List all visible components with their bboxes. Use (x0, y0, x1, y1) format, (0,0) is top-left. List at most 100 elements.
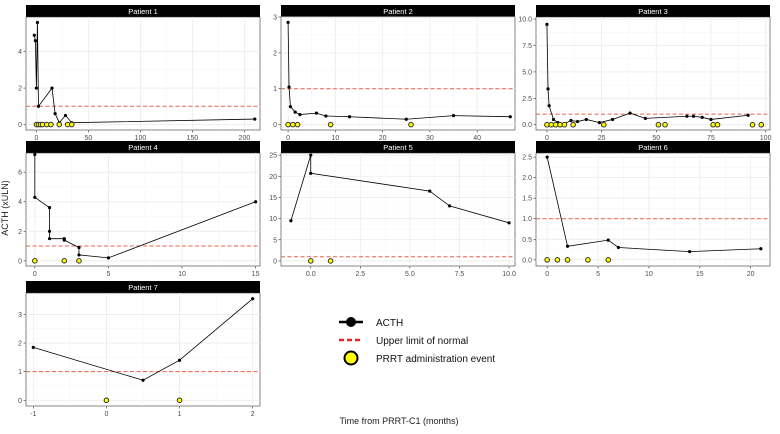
panel-3-y-tick-label: 2.5 (522, 96, 532, 103)
panel-2-x-tick-label: 0 (286, 135, 290, 142)
panel-6-y-tick-label: 1.0 (522, 216, 532, 223)
panel-2-acth-point (286, 20, 290, 24)
panel-1-acth-point (53, 111, 57, 116)
panel-5-x-tick-label: 0.0 (306, 271, 316, 278)
panel-7-x-tick-label: 0 (104, 411, 108, 418)
panel-3-acth-point (691, 114, 696, 118)
panel-6-strip (536, 141, 770, 153)
panel-4-acth-point (47, 206, 52, 210)
panel-3-acth-point (545, 22, 549, 26)
panel-4-plot-area (25, 152, 261, 267)
panel-2-y-tick-label: 1 (273, 86, 277, 93)
panel-3-acth-point (709, 117, 713, 122)
panel-6-y-tick-label: 1.5 (522, 196, 532, 203)
panel-2-y-tick-label: 2 (273, 50, 277, 57)
panel-5-acth-point (428, 189, 432, 193)
panel-4-acth-point (253, 200, 258, 204)
panel-4-acth-point (77, 245, 81, 250)
panel-2-acth-point (314, 111, 319, 115)
panel-3-x-tick-label: 100 (760, 135, 772, 142)
panel-4-title: Patient 4 (128, 143, 158, 152)
panel-1-acth-point (35, 20, 40, 25)
panel-3-acth-point (628, 111, 632, 115)
panel-2-acth-point (324, 114, 328, 118)
panel-4-x-tick-label: 5 (106, 271, 110, 278)
panel-3-acth-point (746, 113, 750, 117)
panel-6-x-tick-label: 10 (645, 271, 653, 278)
panel-patient-2: Patient 2 0 10 20 30 40 0 1 2 3 (273, 5, 516, 142)
panel-2-x-tick-label: 30 (426, 135, 434, 142)
panel-5-acth-point (447, 204, 452, 208)
panel-3-prrt-event (600, 121, 607, 128)
panel-2-acth-point (451, 114, 456, 118)
panel-3-prrt-event (561, 121, 568, 128)
panel-1-y-tick-label: 2 (18, 86, 22, 93)
panel-5-y-tick-label: 0 (273, 258, 277, 265)
panel-7-title: Patient 7 (128, 283, 158, 292)
panel-3-acth-point (643, 116, 647, 120)
panel-patient-1: Patient 1 0 50 100 150 200 0 2 4 (18, 5, 261, 142)
panel-2-strip (281, 5, 515, 17)
legend-prrt-event-icon (343, 350, 359, 366)
legend-uln-label: Upper limit of normal (376, 336, 468, 347)
panel-5-title: Patient 5 (383, 143, 413, 152)
panel-2-x-tick-label: 10 (331, 135, 339, 142)
panel-5-y-tick-label: 10 (269, 216, 277, 223)
panel-2-acth-point (288, 105, 293, 109)
panel-3-acth-point (569, 118, 573, 123)
panel-5-prrt-event (327, 258, 334, 264)
panel-6-acth-point (565, 244, 570, 248)
panel-7-acth-point (177, 358, 182, 362)
legend-item-acth: ACTH (339, 317, 403, 329)
panel-7-acth-line (33, 298, 253, 381)
panel-4-acth-point (33, 195, 37, 199)
panel-3-prrt-event (655, 121, 662, 128)
panel-7-prrt-event (176, 397, 183, 404)
panel-5-acth-point (309, 171, 313, 175)
panel-1-x-tick-label: 150 (187, 135, 199, 142)
panel-3-x-tick-label: 75 (707, 135, 715, 142)
panel-5-y-tick-label: 25 (269, 153, 277, 160)
panel-3-strip (536, 5, 770, 17)
panel-3-prrt-event (714, 121, 721, 128)
panel-6-prrt-event (554, 257, 561, 263)
panel-3-title: Patient 3 (638, 7, 668, 16)
panel-2-prrt-event (285, 121, 291, 128)
panel-4-acth-point (33, 152, 37, 157)
panel-3-x-tick-label: 0 (545, 135, 549, 142)
panel-7-x-tick-label: 2 (251, 411, 255, 418)
panel-7-y-tick-label: 0 (18, 398, 22, 405)
panel-1-title: Patient 1 (128, 7, 158, 16)
panel-7-prrt-event (103, 397, 110, 404)
panel-4-x-tick-label: 10 (178, 271, 186, 278)
panel-6-prrt-event (585, 257, 591, 263)
panel-7-y-tick-label: 3 (18, 312, 22, 319)
panel-4-acth-point (77, 253, 81, 257)
panel-3-y-tick-label: 0.0 (522, 122, 532, 129)
panel-3-x-tick-label: 50 (652, 135, 660, 142)
panel-patient-3: Patient 3 0 25 50 75 100 0.0 2.5 5.0 7.5 10.0 (518, 5, 772, 142)
panel-4-acth-point (106, 256, 111, 260)
panel-3-y-tick-label: 5.0 (522, 69, 532, 76)
x-axis-label: Time from PRRT-C1 (months) (339, 416, 458, 426)
panel-2-prrt-event (290, 121, 296, 128)
panel-6-y-tick-label: 2.0 (522, 175, 532, 182)
panel-6-acth-line (546, 157, 761, 253)
panel-6-prrt-event (564, 257, 571, 263)
panel-1-acth-point (33, 39, 37, 43)
panel-1-x-tick-label: 50 (85, 135, 93, 142)
panel-7-acth-point (251, 297, 255, 301)
panel-5-y-tick-label: 15 (269, 195, 277, 202)
panel-4-acth-point (47, 237, 52, 241)
panel-5-x-tick-label: 2.5 (355, 271, 365, 278)
panel-patient-6: Patient 6 0 5 10 15 20 0.0 0.5 1.0 1.5 2.0 2.5 (522, 141, 771, 278)
panel-4-acth-point (47, 229, 52, 233)
panel-3-prrt-event (749, 121, 756, 128)
panel-7-strip (26, 281, 260, 293)
panel-5-acth-point (289, 219, 293, 223)
panel-2-acth-point (404, 117, 408, 121)
panel-2-plot-area (280, 16, 516, 131)
panel-5-y-tick-label: 5 (273, 237, 277, 244)
